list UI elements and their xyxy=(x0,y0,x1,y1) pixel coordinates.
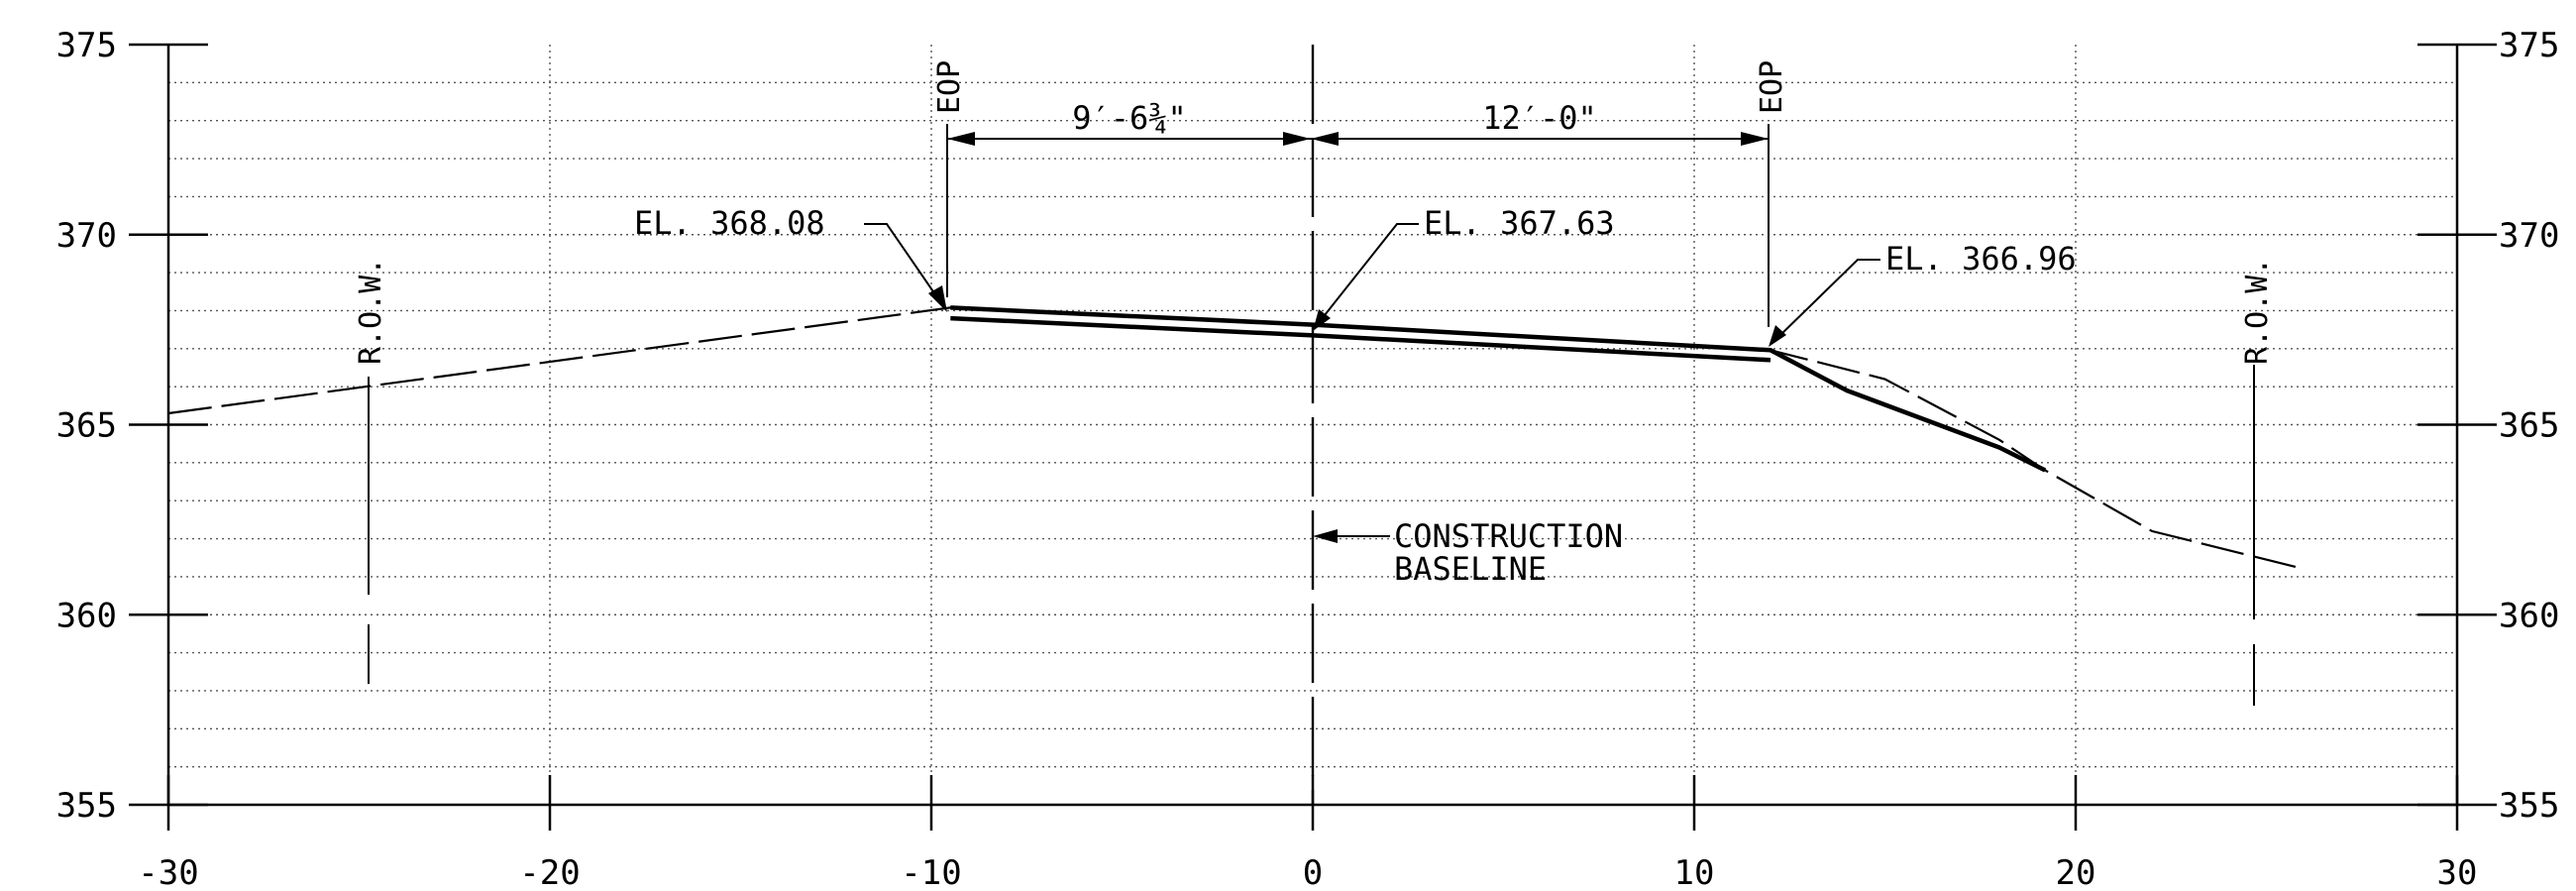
elevation-center-arrowhead xyxy=(1313,309,1331,331)
row-left-label: R.O.W. xyxy=(354,258,388,365)
y-tick-label-left: 375 xyxy=(56,26,117,65)
y-tick-label-left: 360 xyxy=(56,596,117,635)
profile-series-2 xyxy=(950,305,2047,473)
dim-arrow-center-left xyxy=(1283,132,1311,146)
elevation-left-leader xyxy=(864,223,940,301)
y-tick-label-right: 355 xyxy=(2499,786,2559,826)
baseline-note-arrowhead xyxy=(1313,529,1338,543)
elevation-left-arrowhead xyxy=(928,285,947,312)
grid-layer xyxy=(168,45,2457,805)
profile-series-1 xyxy=(167,306,2306,571)
x-tick-label: -30 xyxy=(138,853,198,886)
y-tick-label-left: 365 xyxy=(56,406,117,446)
y-tick-label-right: 375 xyxy=(2499,26,2559,65)
elevation-left-label: EL. 368.08 xyxy=(634,204,825,242)
elevation-right-arrowhead xyxy=(1769,325,1786,347)
elevation-center-leader xyxy=(1320,223,1419,321)
x-tick-label: -10 xyxy=(901,853,961,886)
dim-arrow-right-end xyxy=(1741,132,1769,146)
x-tick-label: -20 xyxy=(519,853,580,886)
row-right-label: R.O.W. xyxy=(2240,258,2275,365)
dimension-left-label: 9′-6¾" xyxy=(1072,99,1187,137)
dimension-right-label: 12′-0" xyxy=(1482,99,1597,137)
baseline-note-line1: CONSTRUCTION xyxy=(1394,517,1623,555)
x-tick-label: 0 xyxy=(1303,853,1323,886)
frame-layer xyxy=(129,43,2497,831)
elevation-center-label: EL. 367.63 xyxy=(1424,204,1615,242)
y-tick-label-left: 355 xyxy=(56,786,117,826)
eop-right-label: EOP xyxy=(1755,60,1789,114)
x-tick-label: 20 xyxy=(2056,853,2096,886)
elevation-right-leader xyxy=(1777,259,1880,338)
y-tick-label-right: 360 xyxy=(2499,596,2559,635)
y-tick-label-right: 365 xyxy=(2499,406,2559,446)
dim-arrow-center-right xyxy=(1311,132,1339,146)
dim-arrow-left-end xyxy=(947,132,975,146)
eop-left-label: EOP xyxy=(932,60,967,114)
series-layer xyxy=(167,305,2306,571)
x-tick-label: 30 xyxy=(2437,853,2478,886)
profile-series-3 xyxy=(950,315,1771,363)
elevation-right-label: EL. 366.96 xyxy=(1885,240,2077,278)
y-tick-label-right: 370 xyxy=(2499,216,2559,256)
tick-label-layer: 355 355 360 360 365 365 370 370 375 375 -30 -20 -10 0… xyxy=(56,26,2560,891)
baseline-note-line2: BASELINE xyxy=(1394,550,1547,588)
y-tick-label-left: 370 xyxy=(56,216,117,256)
x-tick-label: 10 xyxy=(1674,853,1715,886)
